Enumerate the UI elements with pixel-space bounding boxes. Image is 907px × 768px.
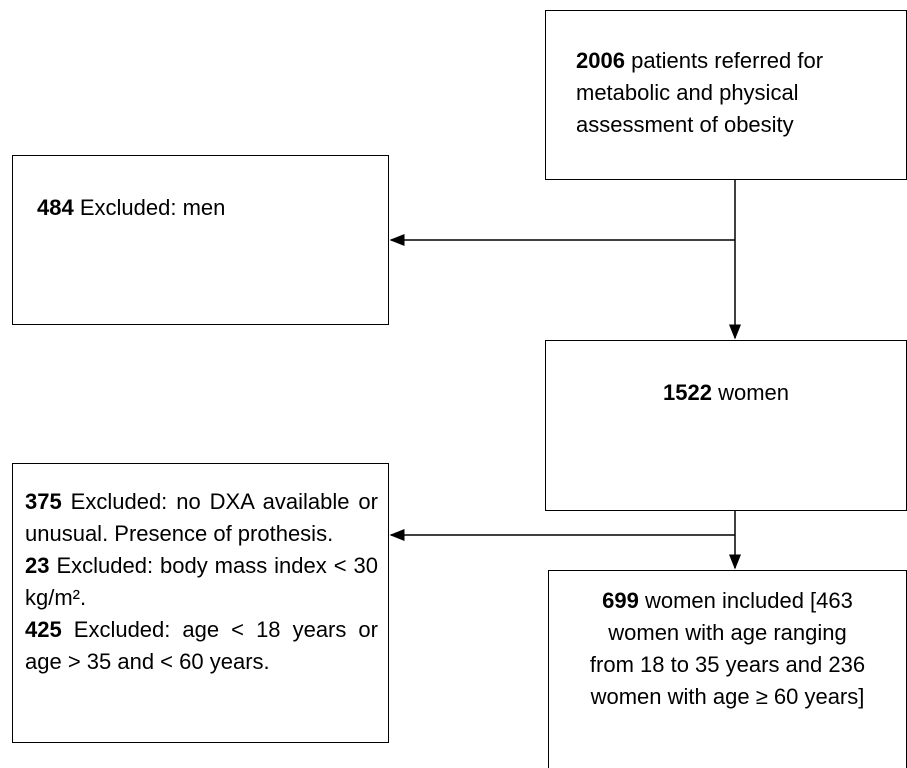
- count: 1522: [663, 380, 712, 405]
- count: 23: [25, 553, 50, 578]
- count: 484: [37, 195, 74, 220]
- count: 375: [25, 489, 62, 514]
- box-referred: 2006 patients referred for metabolic and…: [545, 10, 907, 180]
- box-men: 484 Excluded: men: [12, 155, 389, 325]
- label: women: [718, 380, 789, 405]
- label: Excluded: men: [79, 195, 226, 220]
- box-included: 699 women included [463 women with age r…: [548, 570, 907, 768]
- label: Excluded: body mass index < 30 kg/m².: [25, 553, 378, 610]
- exclusion: 23 Excluded: body mass index < 30 kg/m².: [25, 550, 378, 614]
- label: Excluded: age < 18 years or age > 35 and…: [25, 617, 378, 674]
- label: women included [463 women with age rangi…: [589, 588, 866, 709]
- count: 699: [602, 588, 639, 613]
- box-exclusions: 375 Excluded: no DXA available or unusua…: [12, 463, 389, 743]
- label: patients referred for metabolic and phys…: [576, 48, 824, 137]
- exclusion: 375 Excluded: no DXA available or unusua…: [25, 486, 378, 550]
- count: 2006: [576, 48, 625, 73]
- box-women: 1522 women: [545, 340, 907, 511]
- label: Excluded: no DXA available or unusual. P…: [25, 489, 378, 546]
- exclusion: 425 Excluded: age < 18 years or age > 35…: [25, 614, 378, 678]
- count: 425: [25, 617, 62, 642]
